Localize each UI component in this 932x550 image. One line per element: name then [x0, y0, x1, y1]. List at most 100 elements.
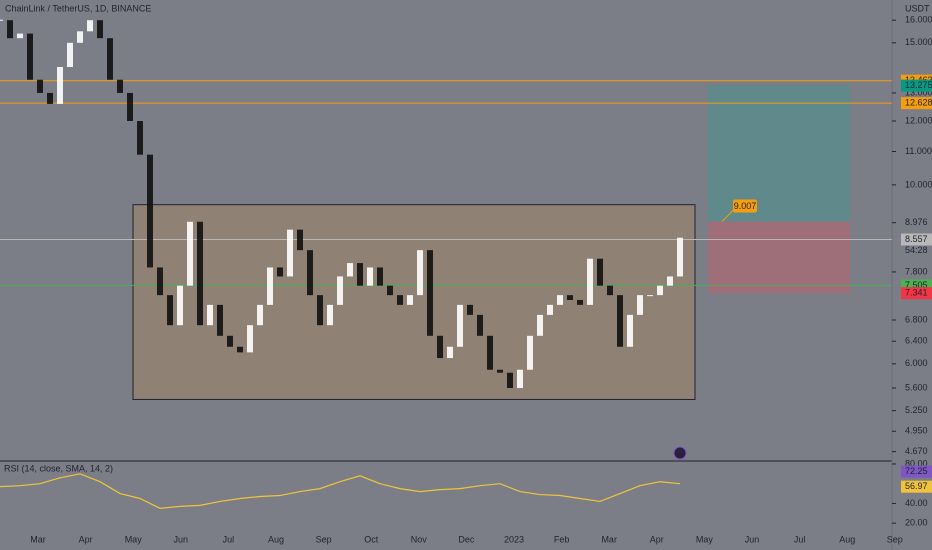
candle — [307, 250, 313, 296]
candle — [517, 369, 523, 389]
candle — [377, 267, 383, 286]
candle — [157, 267, 163, 296]
symbol-title: ChainLink / TetherUS, 1D, BINANCE — [5, 3, 151, 13]
stop-zone — [708, 221, 850, 294]
y-tick-label: 7.800 — [905, 266, 928, 276]
price-label-box — [901, 233, 932, 246]
candle — [197, 221, 203, 326]
candle — [87, 20, 93, 32]
y-tick-label: 12.000 — [905, 115, 932, 125]
candle — [117, 79, 123, 93]
candle — [207, 304, 213, 326]
candle — [537, 314, 543, 336]
candle — [647, 295, 653, 297]
candle — [347, 263, 353, 277]
candle — [247, 325, 253, 353]
candle — [27, 33, 33, 80]
candle — [637, 295, 643, 315]
candle — [357, 263, 363, 286]
candle — [487, 335, 493, 370]
rsi-label-box — [901, 480, 932, 493]
countdown: 54:28 — [905, 245, 928, 255]
candle — [467, 304, 473, 315]
x-tick-label: Jun — [745, 534, 760, 544]
x-tick-label: Sep — [887, 534, 903, 544]
candle — [47, 92, 53, 104]
rsi-line — [0, 473, 681, 509]
candle — [17, 33, 23, 39]
price-label: 7.341 — [905, 288, 928, 298]
candle — [367, 267, 373, 286]
price-label: 12.628 — [905, 98, 932, 108]
x-tick-label: May — [125, 534, 143, 544]
candle — [427, 250, 433, 336]
candle — [577, 299, 583, 305]
target-zone — [708, 85, 850, 222]
candle — [7, 20, 13, 39]
x-tick-label: Aug — [268, 534, 284, 544]
y-tick-label: 13.000 — [905, 87, 932, 97]
entry-label-box — [733, 199, 757, 213]
candle — [37, 79, 43, 93]
y-tick-label: 6.400 — [905, 336, 928, 346]
candle — [547, 304, 553, 315]
rsi-label: 56.97 — [905, 481, 928, 491]
candle — [77, 31, 83, 43]
candle — [287, 229, 293, 277]
candle — [437, 335, 443, 359]
candle — [227, 335, 233, 347]
candle — [237, 346, 243, 353]
candle — [677, 237, 683, 277]
y-tick-label: 15.000 — [905, 37, 932, 47]
x-tick-label: Mar — [601, 534, 617, 544]
candle — [407, 295, 413, 305]
y-tick-label: 6.800 — [905, 314, 928, 324]
y-tick-label: 5.250 — [905, 405, 928, 415]
candle — [607, 285, 613, 296]
candle — [67, 42, 73, 67]
x-tick-label: May — [696, 534, 714, 544]
price-label-box — [901, 79, 932, 92]
x-tick-label: 2023 — [504, 534, 524, 544]
x-tick-label: Feb — [554, 534, 570, 544]
candle — [457, 304, 463, 347]
candle — [527, 335, 533, 370]
candle — [597, 258, 603, 286]
candle — [397, 295, 403, 305]
candle — [97, 20, 103, 39]
candle — [137, 120, 143, 155]
rsi-tick-label: 80.00 — [905, 458, 928, 468]
candle — [107, 38, 113, 80]
x-tick-label: Aug — [839, 534, 855, 544]
event-icon[interactable] — [673, 446, 687, 460]
rsi-tick-label: 40.00 — [905, 498, 928, 508]
candle — [267, 267, 273, 305]
rsi-label-box — [901, 465, 932, 478]
candle — [627, 314, 633, 347]
candle — [497, 369, 503, 373]
y-tick-label: 4.670 — [905, 446, 928, 456]
candle — [417, 250, 423, 296]
x-tick-label: Sep — [316, 534, 332, 544]
x-tick-label: Jul — [794, 534, 806, 544]
x-tick-label: Oct — [364, 534, 379, 544]
candle — [277, 267, 283, 277]
y-tick-label: 11.000 — [905, 146, 932, 156]
entry-label: 9.007 — [734, 201, 757, 211]
candle — [167, 295, 173, 326]
candle — [327, 304, 333, 326]
candle — [507, 372, 513, 389]
price-label: 8.557 — [905, 234, 928, 244]
candle — [317, 295, 323, 326]
currency: USDT — [905, 3, 930, 13]
candle — [587, 258, 593, 305]
x-tick-label: Jun — [174, 534, 189, 544]
y-tick-label: 8.976 — [905, 217, 928, 227]
y-tick-label: 4.950 — [905, 426, 928, 436]
candle — [657, 285, 663, 296]
x-tick-label: Nov — [411, 534, 428, 544]
candle — [187, 221, 193, 286]
candle — [257, 304, 263, 326]
